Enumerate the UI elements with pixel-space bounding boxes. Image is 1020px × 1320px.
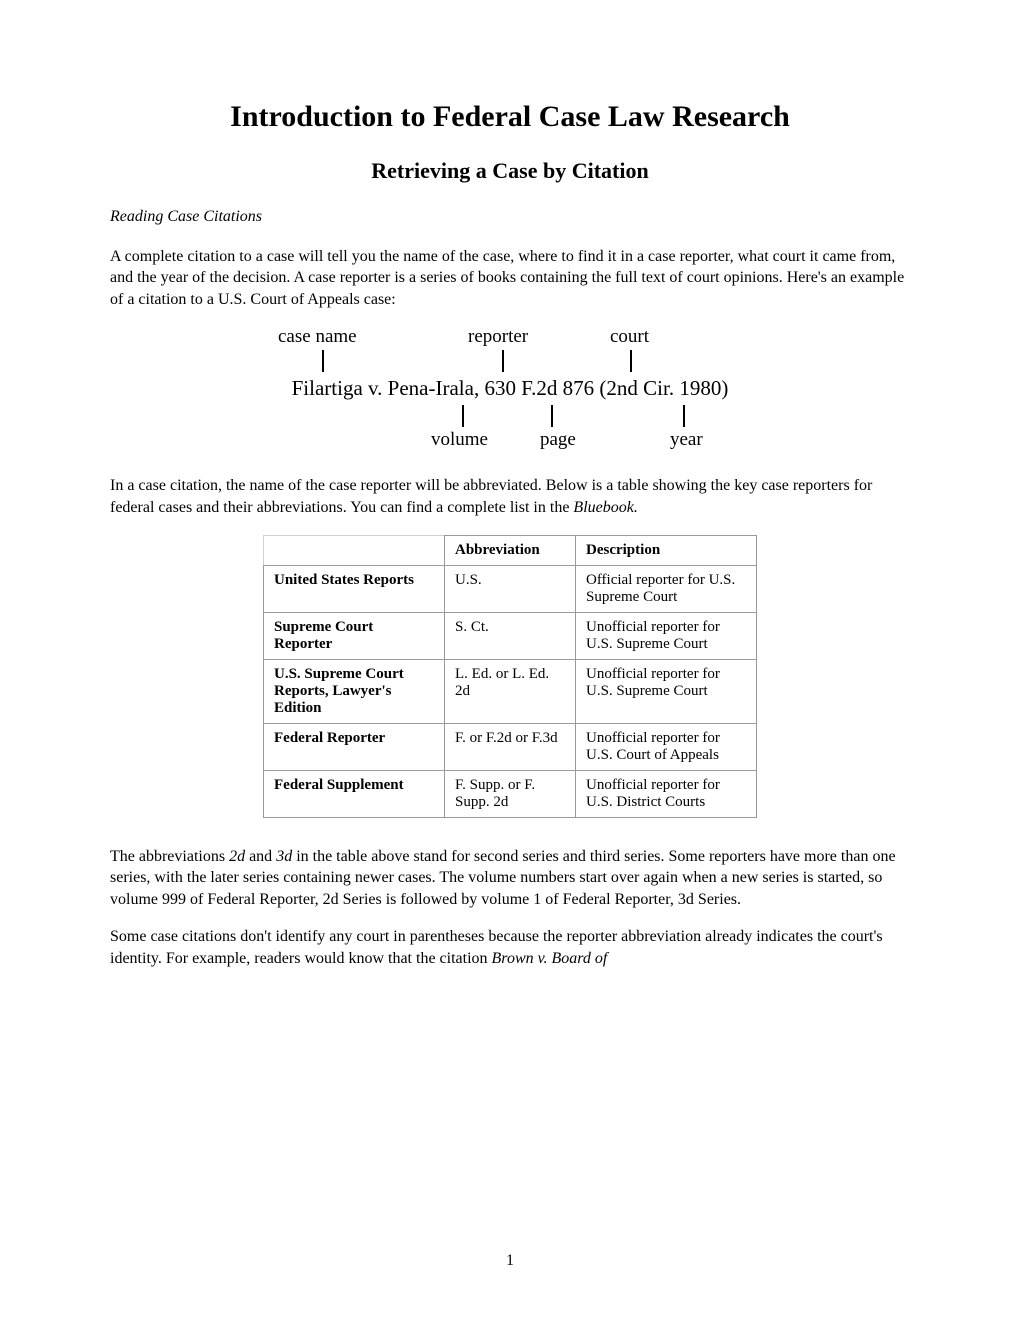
citation-diagram: case name reporter court Filartiga v. Pe…: [240, 326, 780, 451]
section-heading: Reading Case Citations: [110, 206, 910, 228]
tick: [462, 405, 464, 427]
label-court: court: [610, 326, 649, 348]
table-row: Supreme Court Reporter S. Ct. Unofficial…: [264, 612, 757, 659]
tick: [322, 350, 324, 372]
table-row: U.S. Supreme Court Reports, Lawyer's Edi…: [264, 659, 757, 723]
tick: [630, 350, 632, 372]
abbreviation-paragraph: In a case citation, the name of the case…: [110, 475, 910, 518]
table-row: United States Reports U.S. Official repo…: [264, 565, 757, 612]
tick: [551, 405, 553, 427]
italic-3d: 3d: [276, 848, 292, 865]
cell-desc: Unofficial reporter for U.S. Supreme Cou…: [576, 612, 757, 659]
table-header-abbr: Abbreviation: [445, 535, 576, 565]
table-row: Federal Reporter F. or F.2d or F.3d Unof…: [264, 723, 757, 770]
reporters-table: Abbreviation Description United States R…: [263, 535, 757, 818]
table-row: Federal Supplement F. Supp. or F. Supp. …: [264, 770, 757, 817]
cell-desc: Unofficial reporter for U.S. Court of Ap…: [576, 723, 757, 770]
main-title: Introduction to Federal Case Law Researc…: [110, 100, 910, 134]
cell-abbr: L. Ed. or L. Ed. 2d: [445, 659, 576, 723]
diagram-top-labels: case name reporter court: [240, 326, 780, 348]
cell-name: United States Reports: [264, 565, 445, 612]
text: The abbreviations: [110, 848, 229, 865]
cell-abbr: F. Supp. or F. Supp. 2d: [445, 770, 576, 817]
label-page: page: [540, 429, 576, 451]
text: and: [245, 848, 276, 865]
cell-name: Supreme Court Reporter: [264, 612, 445, 659]
italic-brown: Brown v. Board of: [492, 950, 608, 967]
page-number: 1: [0, 1252, 1020, 1270]
tick: [502, 350, 504, 372]
label-volume: volume: [431, 429, 488, 451]
cell-abbr: U.S.: [445, 565, 576, 612]
italic-bluebook: Bluebook.: [573, 499, 637, 516]
table-header-desc: Description: [576, 535, 757, 565]
diagram-bottom-labels: volume page year: [240, 429, 780, 451]
italic-2d: 2d: [229, 848, 245, 865]
label-reporter: reporter: [468, 326, 528, 348]
text: In a case citation, the name of the case…: [110, 477, 872, 516]
intro-paragraph: A complete citation to a case will tell …: [110, 246, 910, 311]
cell-desc: Unofficial reporter for U.S. Supreme Cou…: [576, 659, 757, 723]
cell-name: Federal Supplement: [264, 770, 445, 817]
cell-name: Federal Reporter: [264, 723, 445, 770]
table-header-empty: [264, 535, 445, 565]
series-paragraph: The abbreviations 2d and 3d in the table…: [110, 846, 910, 911]
cell-desc: Unofficial reporter for U.S. District Co…: [576, 770, 757, 817]
cell-desc: Official reporter for U.S. Supreme Court: [576, 565, 757, 612]
cell-abbr: S. Ct.: [445, 612, 576, 659]
diagram-top-ticks: [240, 348, 780, 374]
label-case-name: case name: [278, 326, 357, 348]
diagram-bottom-ticks: [240, 403, 780, 429]
cell-abbr: F. or F.2d or F.3d: [445, 723, 576, 770]
page: Introduction to Federal Case Law Researc…: [0, 0, 1020, 1320]
table-header-row: Abbreviation Description: [264, 535, 757, 565]
table-body: United States Reports U.S. Official repo…: [264, 565, 757, 817]
cell-name: U.S. Supreme Court Reports, Lawyer's Edi…: [264, 659, 445, 723]
label-year: year: [670, 429, 703, 451]
tick: [683, 405, 685, 427]
citation-text: Filartiga v. Pena-Irala, 630 F.2d 876 (2…: [240, 374, 780, 403]
court-paragraph: Some case citations don't identify any c…: [110, 926, 910, 969]
subtitle: Retrieving a Case by Citation: [110, 158, 910, 184]
